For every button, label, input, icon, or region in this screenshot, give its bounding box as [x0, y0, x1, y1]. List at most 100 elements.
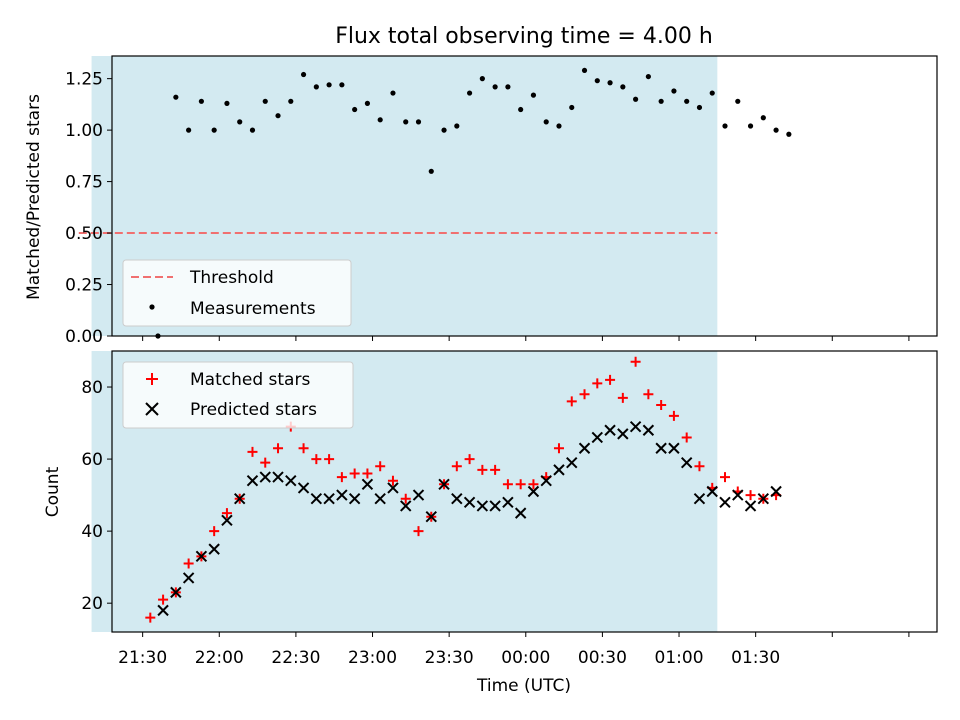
x-tick-label: 00:30: [578, 648, 627, 668]
measurement-point: [760, 115, 766, 121]
predicted-star-point: [719, 496, 731, 509]
measurement-point: [594, 78, 600, 84]
matched-star-point: [464, 454, 475, 465]
measurement-point: [237, 119, 243, 125]
predicted-star-point: [272, 471, 284, 483]
matched-stars-legend-label: Matched stars: [190, 370, 310, 390]
predicted-star-point: [757, 492, 770, 505]
measurement-point: [696, 104, 703, 111]
measurement-point: [466, 90, 473, 96]
measurement-point: [735, 98, 741, 104]
predicted-star-point: [642, 424, 655, 436]
top-y-tick-label: 0.75: [65, 173, 103, 193]
measurement-point: [581, 67, 588, 74]
predicted-star-point: [234, 492, 246, 505]
predicted-star-point: [770, 485, 782, 498]
matched-star-point: [336, 472, 347, 483]
x-axis-label: Time (UTC): [476, 676, 571, 696]
measurements-legend-label: Measurements: [190, 299, 316, 319]
predicted-star-point: [514, 507, 527, 519]
predicted-star-point: [412, 489, 425, 501]
predicted-stars-legend-icon: [145, 402, 159, 416]
measurement-point: [569, 104, 575, 111]
predicted-star-point: [463, 496, 476, 509]
bottom-y-tick-label: 60: [81, 450, 103, 470]
measurement-point: [415, 119, 422, 125]
matched-star-point: [681, 432, 692, 443]
predicted-star-point: [489, 500, 501, 512]
measurement-point: [492, 84, 498, 90]
measurement-point: [326, 82, 332, 88]
top-legend-box: [122, 259, 352, 327]
measurement-point: [275, 113, 281, 119]
predicted-star-point: [476, 500, 489, 512]
matched-star-point: [158, 594, 169, 605]
x-tick-label: 01:30: [731, 648, 780, 668]
top-legend: Threshold Measurements: [122, 259, 352, 327]
predicted-star-point: [591, 431, 604, 444]
measurement-point: [505, 84, 511, 90]
top-y-tick-label: 1.25: [65, 70, 103, 90]
matched-star-point: [400, 493, 411, 504]
predicted-star-point: [246, 474, 259, 487]
predicted-star-point: [259, 471, 271, 483]
measurement-point: [607, 80, 613, 86]
measurement-point: [262, 98, 268, 104]
matched-star-point: [656, 400, 667, 411]
matched-star-point: [273, 443, 284, 454]
measurement-point: [364, 100, 371, 106]
predicted-star-point: [348, 492, 361, 505]
x-tick-label: 22:30: [271, 648, 320, 668]
matched-star-point: [668, 410, 679, 421]
matched-star-point: [221, 508, 232, 519]
predicted-star-point: [693, 492, 706, 505]
matched-star-point: [579, 389, 590, 400]
measurement-point: [377, 117, 383, 123]
predicted-star-point: [195, 550, 208, 563]
measurement-point: [773, 127, 779, 133]
matched-star-point: [362, 468, 373, 479]
predicted-star-point: [451, 492, 463, 505]
matched-star-point: [605, 374, 616, 385]
top-y-tick-label: 1.00: [65, 121, 103, 141]
matched-star-point: [745, 490, 756, 501]
bottom-y-tick-label: 80: [81, 378, 103, 398]
matched-star-point: [694, 461, 705, 472]
predicted-star-point: [182, 572, 195, 584]
matched-star-point: [477, 464, 488, 475]
measurement-point: [556, 123, 562, 129]
predicted-star-point: [310, 492, 323, 505]
measurement-point: [339, 82, 345, 88]
bottom-y-tick-label: 20: [81, 594, 103, 614]
top-y-axis-label: Matched/Predicted stars: [24, 94, 44, 300]
top-y-tick-label: 0.50: [65, 224, 103, 244]
measurement-point: [479, 76, 485, 82]
matched-star-point: [387, 475, 398, 486]
x-tick-label: 23:30: [425, 648, 474, 668]
predicted-star-point: [578, 442, 591, 454]
matched-star-point: [592, 378, 603, 389]
predicted-star-point: [157, 604, 169, 617]
measurement-point: [428, 168, 434, 174]
top-panel: 0.00 0.25 0.50 0.75 1.00 1.25: [65, 55, 938, 347]
measurement-point: [658, 98, 664, 104]
measurement-point: [288, 98, 294, 104]
predicted-star-point: [323, 492, 335, 505]
predicted-star-point: [387, 482, 399, 494]
predicted-star-point: [361, 478, 374, 491]
predicted-star-point: [655, 442, 667, 454]
predicted-star-point: [706, 485, 718, 498]
predicted-star-point: [297, 482, 310, 494]
measurement-point: [186, 127, 192, 133]
top-y-tick-label: 0.00: [65, 327, 103, 347]
measurements-legend-icon: [149, 304, 155, 310]
predicted-star-point: [285, 474, 297, 487]
measurement-point: [671, 88, 677, 94]
predicted-star-point: [400, 500, 412, 512]
measurement-point: [403, 119, 409, 125]
matched-star-point: [528, 479, 539, 490]
measurement-point: [224, 100, 230, 106]
predicted-star-point: [374, 492, 386, 505]
predicted-star-point: [336, 489, 348, 501]
matched-star-point: [566, 396, 577, 407]
